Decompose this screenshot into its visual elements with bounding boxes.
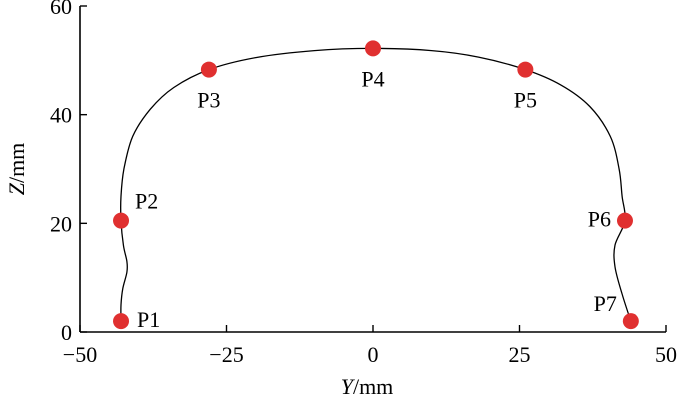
x-tick-label: 50 xyxy=(655,342,677,367)
x-ticks: −50 −25 0 25 50 xyxy=(63,325,677,367)
y-tick-label: 40 xyxy=(50,103,72,128)
data-point-p2 xyxy=(113,212,130,229)
data-point-p6 xyxy=(616,212,633,229)
data-point-p4 xyxy=(365,40,381,57)
point-label-p5: P5 xyxy=(514,88,537,113)
y-axis-title: Z/mm xyxy=(4,143,29,196)
x-tick-label: −50 xyxy=(63,342,97,367)
point-label-p3: P3 xyxy=(197,88,220,113)
data-point-p3 xyxy=(200,61,217,78)
point-label-p4: P4 xyxy=(361,66,384,91)
y-tick-label: 60 xyxy=(50,0,72,19)
y-axis-variable: Z xyxy=(4,182,29,195)
profile-curve xyxy=(120,47,632,322)
data-points: P1 P2 P3 P4 P5 P6 P7 xyxy=(113,40,639,332)
x-tick-label: 25 xyxy=(509,342,531,367)
point-label-p7: P7 xyxy=(594,291,617,316)
y-tick-label: 0 xyxy=(61,320,72,345)
y-ticks: 0 20 40 60 xyxy=(50,0,87,345)
data-point-p7 xyxy=(622,313,639,330)
y-axis-unit: /mm xyxy=(4,143,29,183)
data-point-p5 xyxy=(517,61,534,78)
y-tick-label: 20 xyxy=(50,211,72,236)
x-tick-label: 0 xyxy=(368,342,379,367)
x-tick-label: −25 xyxy=(209,342,243,367)
point-label-p2: P2 xyxy=(135,189,158,214)
x-axis-unit: /mm xyxy=(353,374,393,399)
point-label-p1: P1 xyxy=(137,307,160,332)
point-label-p6: P6 xyxy=(588,207,611,232)
data-point-p1 xyxy=(113,313,130,330)
x-axis-variable: Y xyxy=(341,374,356,399)
x-axis-title: Y/mm xyxy=(341,374,394,399)
